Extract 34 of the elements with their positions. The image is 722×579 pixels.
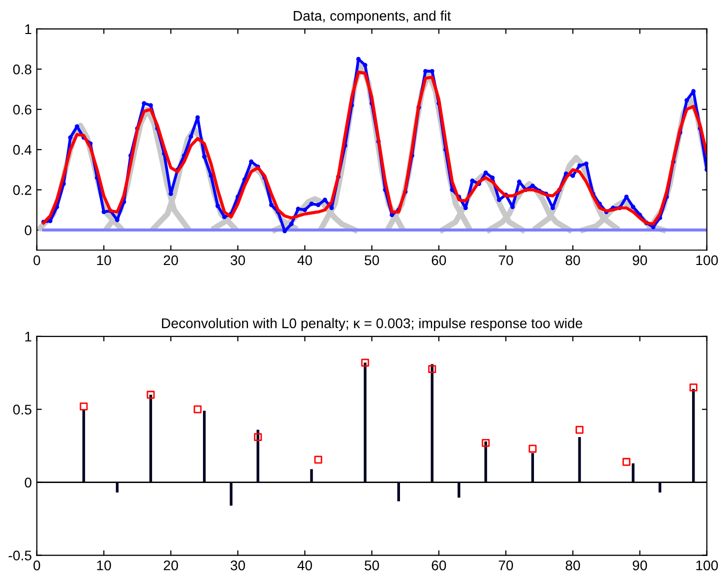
x-tick-label: 80 bbox=[566, 560, 580, 570]
y-tick-label: 0 bbox=[24, 225, 32, 236]
y-tick-label: 1 bbox=[25, 332, 32, 342]
x-tick-label: 10 bbox=[97, 560, 112, 570]
x-tick-label: 40 bbox=[297, 255, 312, 266]
x-tick-label: 70 bbox=[498, 255, 514, 266]
chart-title: Deconvolution with L0 penalty; κ = 0.003; impulse response too wide bbox=[162, 318, 582, 331]
x-tick-label: 90 bbox=[632, 255, 648, 266]
y-tick-label: 0.8 bbox=[13, 64, 32, 74]
y-tick-label: 0 bbox=[24, 478, 32, 488]
y-tick-label: 0.2 bbox=[13, 185, 32, 195]
x-tick-label: 20 bbox=[164, 560, 178, 570]
x-tick-label: 100 bbox=[696, 560, 718, 570]
chart-title: Data, components, and fit bbox=[294, 10, 451, 24]
x-tick-label: 0 bbox=[34, 560, 40, 570]
x-tick-label: 70 bbox=[498, 560, 514, 570]
x-tick-label: 90 bbox=[632, 560, 648, 570]
x-tick-label: 100 bbox=[696, 255, 718, 266]
y-tick-label: -0.5 bbox=[8, 550, 32, 560]
x-tick-label: 20 bbox=[164, 255, 178, 266]
y-tick-label: 0.6 bbox=[13, 104, 32, 115]
x-tick-label: 50 bbox=[364, 255, 380, 266]
x-tick-label: 40 bbox=[297, 560, 312, 570]
x-tick-label: 60 bbox=[432, 255, 446, 266]
x-tick-label: 60 bbox=[432, 560, 446, 570]
y-tick-label: 0.4 bbox=[13, 144, 32, 155]
x-tick-label: 50 bbox=[364, 560, 380, 570]
x-tick-label: 80 bbox=[566, 255, 580, 266]
y-tick-label: 0.5 bbox=[13, 404, 32, 415]
x-tick-label: 10 bbox=[97, 255, 112, 266]
y-tick-label: 1 bbox=[25, 24, 32, 34]
x-tick-label: 30 bbox=[230, 255, 246, 266]
x-tick-label: 30 bbox=[230, 560, 246, 570]
x-tick-label: 0 bbox=[34, 255, 40, 266]
